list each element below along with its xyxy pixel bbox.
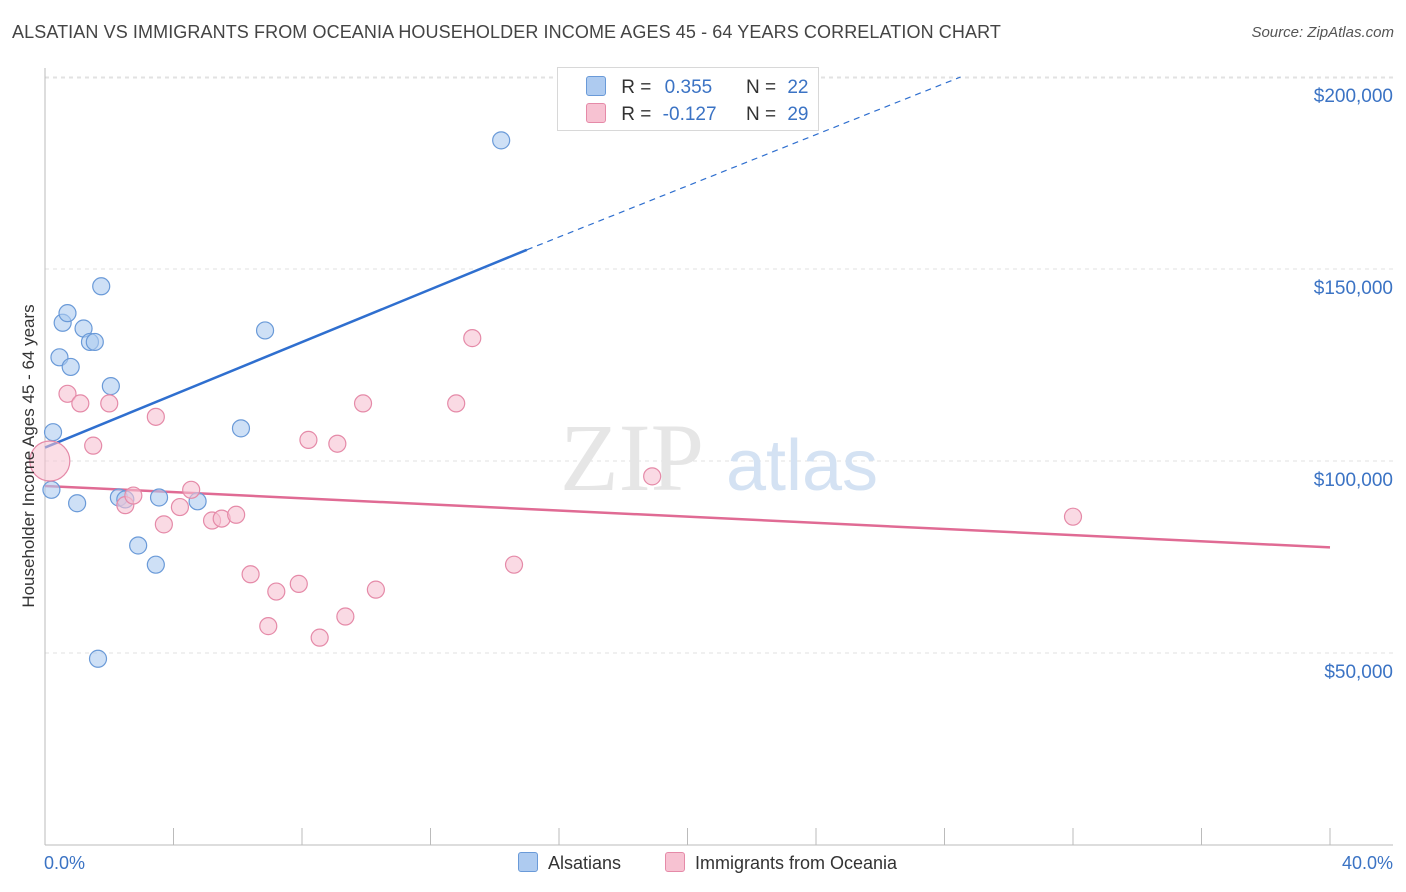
point-alsatians <box>492 131 511 150</box>
legend-n-label: N = <box>745 104 777 125</box>
point-oceania <box>643 467 662 486</box>
bottom-legend-swatch-pink <box>665 852 685 872</box>
correlation-legend: R = 0.355 N = 22 R = -0.127 N = 29 <box>557 67 819 131</box>
legend-swatch-blue <box>586 76 606 96</box>
legend-row-oceania: R = -0.127 N = 29 <box>586 103 808 126</box>
point-oceania <box>71 394 90 413</box>
trendline-alsatians <box>44 248 528 449</box>
point-oceania <box>58 384 77 403</box>
point-oceania <box>447 394 466 413</box>
point-oceania <box>182 480 201 499</box>
point-oceania <box>154 515 173 534</box>
y-tick-label: $50,000 <box>1324 662 1393 683</box>
watermark-atlas: atlas <box>726 426 878 506</box>
point-oceania <box>336 607 355 626</box>
point-alsatians <box>42 480 61 499</box>
legend-r-value: 0.355 <box>664 77 713 98</box>
legend-swatch-pink <box>586 103 606 123</box>
point-oceania <box>241 565 260 584</box>
trendline-oceania <box>44 484 1331 549</box>
point-oceania <box>170 497 190 517</box>
trendlines <box>44 76 1331 549</box>
point-oceania <box>299 430 318 449</box>
point-oceania <box>353 394 373 413</box>
point-oceania <box>84 436 103 455</box>
trendline-alsatians-extension <box>526 76 961 251</box>
watermark-zip: ZIP <box>560 404 704 511</box>
legend-row-alsatians: R = 0.355 N = 22 <box>586 76 808 99</box>
point-oceania <box>463 329 482 348</box>
y-tick-label: $100,000 <box>1314 470 1393 491</box>
x-tick-label-end: 40.0% <box>1342 853 1393 873</box>
chart-source: Source: ZipAtlas.com <box>1251 24 1394 41</box>
point-oceania <box>227 505 246 524</box>
legend-r-label: R = <box>621 104 652 125</box>
point-alsatians <box>255 321 275 340</box>
point-alsatians <box>68 494 87 513</box>
point-alsatians <box>58 304 77 323</box>
point-alsatians <box>231 419 251 438</box>
point-alsatians <box>61 357 80 377</box>
legend-r-value: -0.127 <box>662 104 717 125</box>
bottom-legend-label: Alsatians <box>548 853 622 873</box>
point-oceania <box>366 580 385 599</box>
chart-title: ALSATIAN VS IMMIGRANTS FROM OCEANIA HOUS… <box>12 22 1001 42</box>
point-alsatians <box>43 423 63 442</box>
point-oceania <box>146 407 165 426</box>
point-oceania <box>259 617 278 636</box>
y-axis-label: Householder Income Ages 45 - 64 years <box>19 304 38 607</box>
point-oceania <box>29 440 71 482</box>
point-alsatians <box>146 555 165 574</box>
bottom-legend-alsatians: Alsatians <box>518 852 621 874</box>
point-alsatians <box>101 377 120 396</box>
y-tick-label: $150,000 <box>1314 278 1393 299</box>
point-oceania <box>1063 507 1083 526</box>
point-alsatians <box>85 332 104 352</box>
x-tick-label-start: 0.0% <box>44 853 85 873</box>
legend-n-value: 22 <box>787 77 809 98</box>
axis-labels: Householder Income Ages 45 - 64 years 0.… <box>19 86 1393 873</box>
legend-r-label: R = <box>621 77 652 98</box>
data-points <box>29 131 1083 668</box>
point-oceania <box>267 582 286 601</box>
bottom-legend-oceania: Immigrants from Oceania <box>665 852 897 874</box>
point-oceania <box>504 555 524 574</box>
point-alsatians <box>149 488 169 507</box>
legend-n-value: 29 <box>787 104 809 125</box>
point-oceania <box>124 486 143 505</box>
watermark: ZIP atlas <box>560 404 878 511</box>
bottom-legend-swatch-blue <box>518 852 538 872</box>
point-alsatians <box>88 649 108 668</box>
axes <box>44 68 1393 846</box>
legend-n-label: N = <box>745 77 777 98</box>
point-alsatians <box>92 277 111 296</box>
point-oceania <box>328 434 347 453</box>
point-oceania <box>310 628 329 647</box>
point-oceania <box>100 394 119 413</box>
point-alsatians <box>129 536 148 555</box>
bottom-legend-label: Immigrants from Oceania <box>695 853 898 873</box>
point-oceania <box>289 574 308 593</box>
y-tick-label: $200,000 <box>1314 86 1393 107</box>
